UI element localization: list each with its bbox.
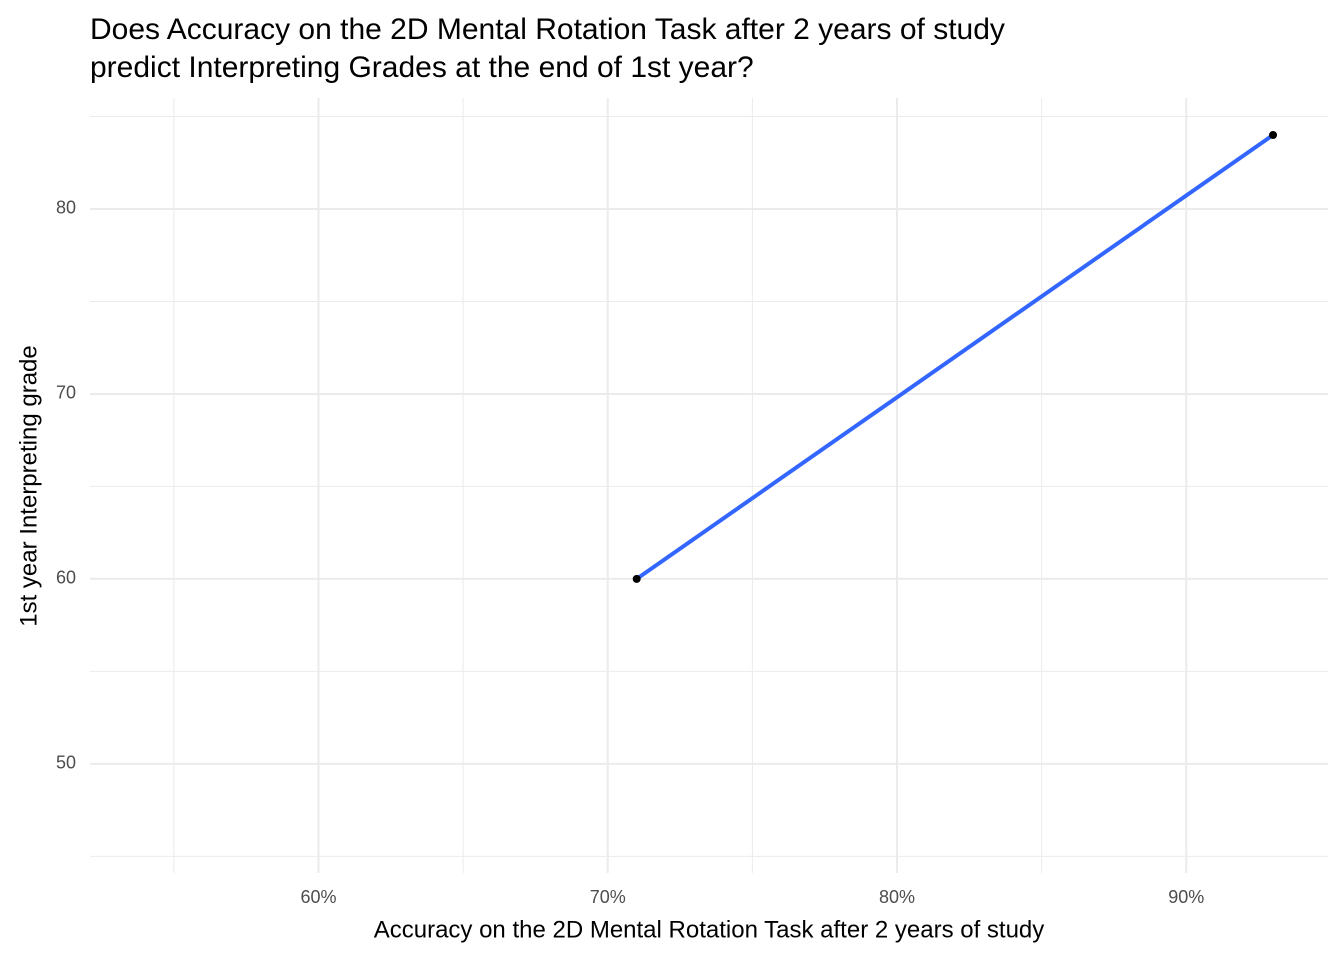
point [632, 574, 641, 583]
y-tick-label: 50 [56, 753, 76, 773]
chart-title: Does Accuracy on the 2D Mental Rotation … [90, 13, 1005, 46]
trend-line [635, 133, 1275, 581]
x-tick-label: 80% [879, 887, 915, 907]
x-tick-label: 90% [1168, 887, 1204, 907]
y-tick-label: 70 [56, 383, 76, 403]
x-tick-label: 70% [590, 887, 626, 907]
x-axis-title: Accuracy on the 2D Mental Rotation Task … [374, 916, 1045, 943]
point [1269, 130, 1278, 139]
x-tick-label: 60% [300, 887, 336, 907]
chart-title: predict Interpreting Grades at the end o… [90, 51, 754, 84]
y-tick-label: 80 [56, 198, 76, 218]
y-axis-title: 1st year Interpreting grade [15, 345, 42, 627]
y-tick-label: 60 [56, 568, 76, 588]
